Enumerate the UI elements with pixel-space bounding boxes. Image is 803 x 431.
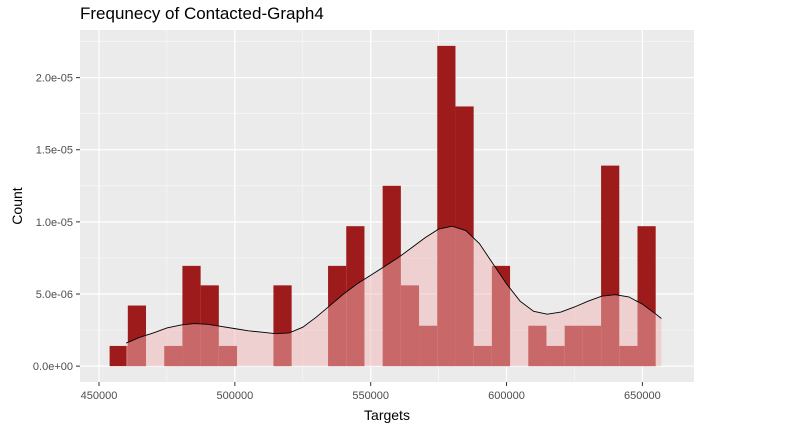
- density-curve: [126, 225, 662, 344]
- y-tick-label: 1.0e-05: [36, 217, 73, 229]
- y-axis: 0.0e+00 5.0e-06 1.0e-05 1.5e-05 2.0e-05: [33, 73, 80, 373]
- chart-title: Frequnecy of Contacted-Graph4: [80, 4, 324, 23]
- y-tick-label: 0.0e+00: [33, 361, 73, 373]
- y-tick-label: 5.0e-06: [36, 289, 73, 301]
- x-axis-title: Targets: [364, 407, 410, 423]
- x-axis: 450000 500000 550000 600000 650000: [81, 382, 661, 402]
- x-tick-label: 650000: [624, 390, 661, 402]
- x-tick-label: 550000: [352, 390, 389, 402]
- y-tick-label: 1.5e-05: [36, 145, 73, 157]
- x-tick-label: 500000: [216, 390, 253, 402]
- y-axis-title: Count: [9, 187, 25, 224]
- density-area: [126, 226, 662, 367]
- x-tick-label: 450000: [81, 390, 118, 402]
- y-tick-label: 2.0e-05: [36, 73, 73, 85]
- x-tick-label: 600000: [488, 390, 525, 402]
- histogram-bar: [109, 345, 128, 367]
